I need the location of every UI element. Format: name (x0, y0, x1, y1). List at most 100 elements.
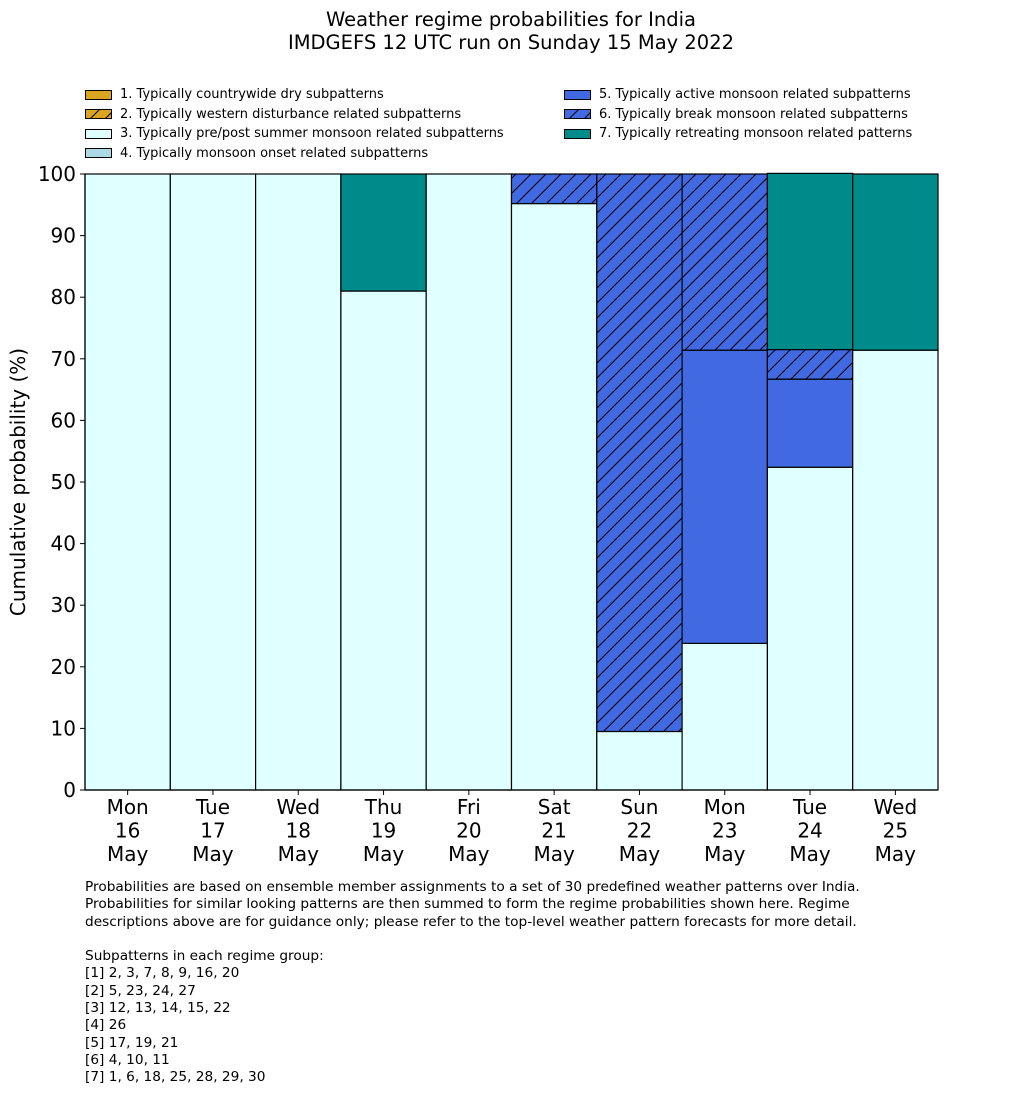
bar-segment-5-series-3 (425, 173, 513, 791)
group-line-7: [7] 1, 6, 18, 25, 28, 29, 30 (85, 1069, 266, 1086)
footnote-spacer (85, 931, 860, 948)
y-tick-label-60: 60 (51, 408, 76, 432)
legend-left: 1. Typically countrywide dry subpatterns… (85, 85, 504, 163)
x-tick-label-6-line-3: May (533, 842, 575, 866)
legend-item-7: 7. Typically retreating monsoon related … (564, 124, 912, 144)
x-tick-label-5-line-3: May (448, 842, 490, 866)
legend-label-5: 5. Typically active monsoon related subp… (599, 87, 911, 102)
legend-item-2: 2. Typically western disturbance related… (85, 105, 504, 125)
x-tick-label-3-line-3: May (278, 842, 320, 866)
bar-segment-9-series-3 (766, 466, 854, 791)
x-tick-label-8-line-3: May (704, 842, 746, 866)
footnote-line-1: Probabilities are based on ensemble memb… (85, 879, 860, 895)
bar-segment-10-series-3 (852, 349, 939, 791)
bar-hatch-8-series-6 (682, 174, 768, 351)
x-tick-label-6-line-2: 21 (541, 819, 566, 843)
x-tick-label-2-line-1: Tue (195, 795, 230, 819)
x-tick-label-10-line-1: Wed (874, 795, 918, 819)
x-tick-label-3-line-1: Wed (276, 795, 320, 819)
bar-segment-10-series-7 (852, 173, 939, 351)
bar-segment-2-series-3 (169, 173, 257, 791)
legend-swatch-1 (85, 89, 112, 100)
x-tick-label-5-line-2: 20 (456, 819, 481, 843)
y-tick-label-100: 100 (38, 162, 76, 186)
legend-label-2: 2. Typically western disturbance related… (120, 106, 462, 122)
legend-swatch-7 (564, 128, 591, 139)
x-tick-label-10-line-2: 25 (883, 819, 908, 843)
x-tick-label-1-line-1: Mon (107, 795, 149, 819)
bar-segment-1-series-3 (84, 173, 171, 791)
bar-segment-8-series-3 (681, 642, 768, 791)
x-tick-label-2-line-3: May (192, 842, 234, 866)
group-line-4: [4] 26 (85, 1017, 127, 1034)
y-tick-label-70: 70 (51, 347, 76, 371)
x-tick-label-9-line-1: Tue (792, 795, 827, 819)
legend-label-4: 4. Typically monsoon onset related subpa… (120, 145, 429, 161)
x-tick-label-8-line-2: 23 (712, 819, 737, 843)
bar-hatch-6-series-6 (511, 174, 597, 204)
bar-segment-9-series-7 (766, 172, 854, 351)
y-tick-label-10: 10 (51, 716, 76, 740)
x-tick-label-6-line-1: Sat (538, 795, 571, 819)
x-tick-label-4-line-3: May (363, 842, 405, 866)
chart-title-line2: IMDGEFS 12 UTC run on Sunday 15 May 2022 (288, 31, 734, 54)
legend-swatch-2 (85, 109, 112, 120)
footnote-line-3: descriptions above are for guidance only… (85, 913, 857, 930)
x-tick-label-4-line-2: 19 (371, 819, 396, 843)
legend-item-1: 1. Typically countrywide dry subpatterns (85, 85, 504, 105)
legend-label-6: 6. Typically break monsoon related subpa… (599, 106, 908, 122)
x-tick-label-1-line-2: 16 (115, 819, 140, 843)
x-tick-label-9-line-2: 24 (797, 819, 822, 843)
x-tick-label-1-line-3: May (107, 842, 149, 866)
bar-segment-4-series-7 (340, 173, 427, 292)
footnote: Probabilities are based on ensemble memb… (85, 879, 860, 1087)
y-tick-label-20: 20 (51, 655, 76, 679)
axes-layer: 0102030405060708090100Mon16MayTue17MayWe… (38, 162, 938, 866)
x-tick-label-2-line-2: 17 (200, 819, 225, 843)
x-tick-label-4-line-1: Thu (364, 795, 403, 819)
bars-layer (84, 172, 939, 791)
y-tick-label-40: 40 (51, 532, 76, 556)
groups-title: Subpatterns in each regime group: (85, 948, 324, 965)
footnote-line-2: Probabilities for similar looking patter… (85, 896, 850, 913)
x-tick-label-3-line-2: 18 (286, 819, 311, 843)
group-line-5: [5] 17, 19, 21 (85, 1034, 179, 1051)
bar-segment-4-series-3 (340, 290, 427, 791)
group-line-1: [1] 2, 3, 7, 8, 9, 16, 20 (85, 965, 240, 982)
y-tick-label-90: 90 (51, 224, 76, 248)
legend-swatch-6 (564, 109, 591, 120)
group-line-6: [6] 4, 10, 11 (85, 1051, 170, 1068)
group-line-3: [3] 12, 13, 14, 15, 22 (85, 1000, 231, 1017)
bar-segment-8-series-5 (681, 349, 768, 644)
legend-right: 5. Typically active monsoon related subp… (564, 85, 912, 144)
y-tick-label-50: 50 (51, 470, 76, 494)
bar-hatch-9-series-6 (767, 349, 853, 380)
bar-segment-9-series-5 (766, 378, 854, 468)
x-tick-label-5-line-1: Fri (457, 795, 481, 819)
chart-title-line1: Weather regime probabilities for India (326, 8, 696, 31)
group-line-2: [2] 5, 23, 24, 27 (85, 982, 196, 999)
legend-item-4: 4. Typically monsoon onset related subpa… (85, 144, 504, 164)
y-tick-label-80: 80 (51, 285, 76, 309)
bar-segment-7-series-3 (596, 730, 683, 791)
x-tick-label-9-line-3: May (789, 842, 831, 866)
y-tick-label-0: 0 (63, 778, 76, 802)
bar-segment-6-series-3 (510, 202, 598, 791)
bar-segment-3-series-3 (255, 173, 342, 791)
x-tick-label-7-line-1: Sun (620, 795, 658, 819)
legend-swatch-4 (85, 148, 112, 159)
legend-label-1: 1. Typically countrywide dry subpatterns (120, 87, 384, 102)
x-tick-label-7-line-2: 22 (627, 819, 652, 843)
x-tick-label-10-line-3: May (875, 842, 917, 866)
legend-label-3: 3. Typically pre/post summer monsoon rel… (120, 126, 504, 141)
y-tick-label-30: 30 (51, 593, 76, 617)
legend-item-6: 6. Typically break monsoon related subpa… (564, 105, 912, 125)
legend-item-3: 3. Typically pre/post summer monsoon rel… (85, 124, 504, 144)
legend-item-5: 5. Typically active monsoon related subp… (564, 85, 912, 105)
legend-swatch-3 (85, 128, 112, 139)
bar-hatch-7-series-6 (596, 174, 683, 732)
y-axis-label: Cumulative probability (%) (6, 348, 30, 616)
legend-label-7: 7. Typically retreating monsoon related … (599, 126, 913, 141)
legend-swatch-5 (564, 89, 591, 100)
